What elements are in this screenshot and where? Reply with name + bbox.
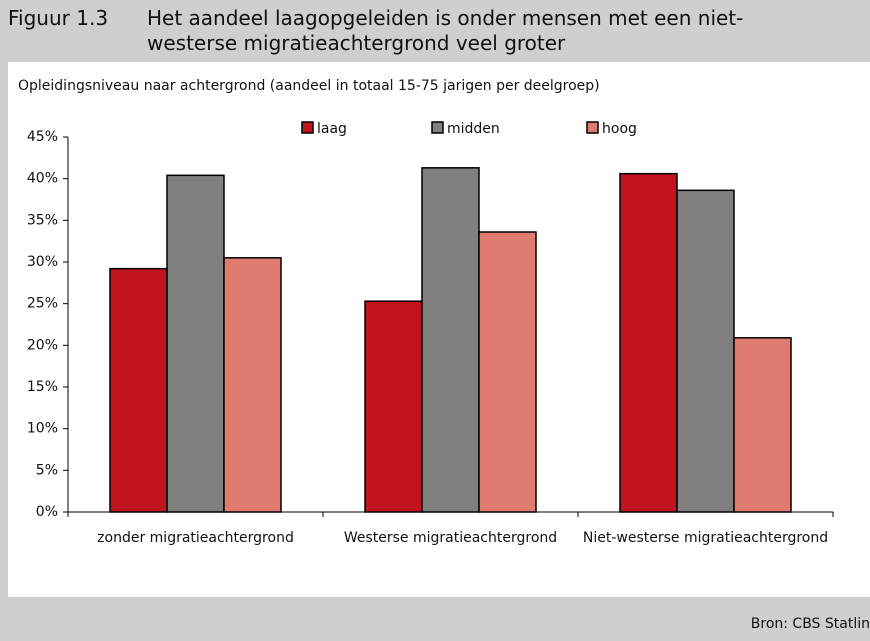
x-tick-label: zonder migratieachtergrond <box>97 530 294 546</box>
legend-label: laag <box>317 121 347 137</box>
x-tick-label: Niet-westerse migratieachtergrond <box>582 530 829 546</box>
bar <box>223 257 282 513</box>
x-tick-label: Westerse migratieachtergrond <box>343 530 558 546</box>
y-tick-label: 35% <box>27 212 58 228</box>
legend-label: hoog <box>602 121 637 137</box>
bar <box>421 167 480 513</box>
y-tick-label: 45% <box>27 129 58 145</box>
legend-swatch <box>301 121 314 134</box>
bar <box>478 231 537 513</box>
bar <box>364 300 423 513</box>
chart-subtitle: Opleidingsniveau naar achtergrond (aande… <box>18 78 600 94</box>
y-tick-label: 30% <box>27 254 58 270</box>
chart-title: Het aandeel laagopgeleiden is onder mens… <box>147 6 744 55</box>
y-tick-label: 40% <box>27 171 58 187</box>
bar <box>109 267 168 513</box>
legend-swatch <box>431 121 444 134</box>
y-tick-label: 10% <box>27 421 58 437</box>
y-tick-label: 5% <box>36 462 58 478</box>
y-tick-label: 0% <box>36 504 58 520</box>
y-tick-label: 15% <box>27 379 58 395</box>
figure-number: Figuur 1.3 <box>8 6 109 30</box>
y-tick-label: 20% <box>27 337 58 353</box>
bar <box>619 172 678 513</box>
legend-label: midden <box>447 121 500 137</box>
y-tick-label: 25% <box>27 296 58 312</box>
bar <box>733 337 792 513</box>
bar <box>676 189 735 513</box>
source-note: Bron: CBS Statlin <box>750 616 870 632</box>
legend-swatch <box>586 121 599 134</box>
bar <box>166 174 225 513</box>
